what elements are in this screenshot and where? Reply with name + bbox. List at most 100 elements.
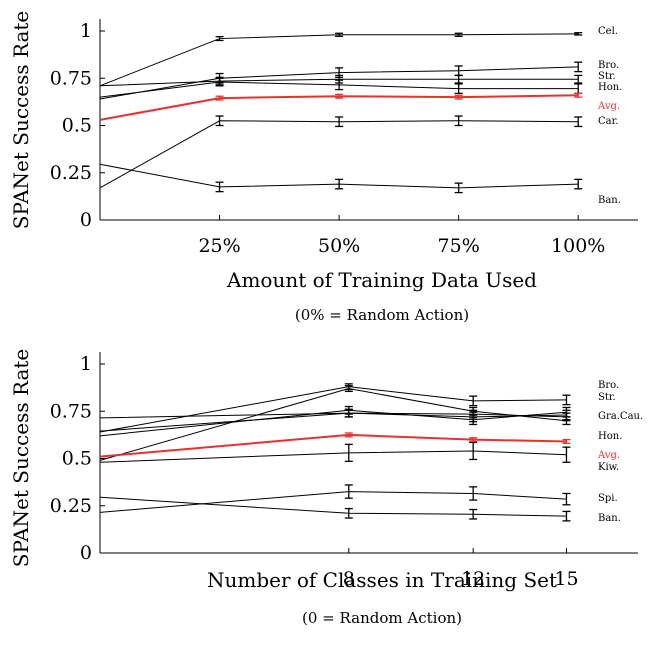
x-tick-label: 25% <box>198 235 240 257</box>
error-bar <box>562 394 571 406</box>
series-end-label: Cel. <box>598 26 618 37</box>
error-bar <box>344 484 353 499</box>
error-bar <box>344 408 353 418</box>
series-end-label: Str. <box>598 71 616 82</box>
series-avg <box>99 92 583 121</box>
series-end-label: Ban. <box>598 513 621 524</box>
series-line <box>99 450 567 463</box>
x-axis-note: (0% = Random Action) <box>295 306 469 324</box>
series-kiw <box>99 441 571 463</box>
x-tick-label: 50% <box>318 235 360 257</box>
error-bar <box>215 181 224 193</box>
x-tick-label: 8 <box>343 568 355 590</box>
series-end-label: Bro. <box>598 380 619 391</box>
series-end-label: Avg. <box>597 450 620 461</box>
error-bar <box>215 77 224 87</box>
x-tick-label: 100% <box>551 235 605 257</box>
y-tick-label: 1 <box>80 20 92 42</box>
error-bar <box>454 83 463 95</box>
error-bar <box>469 486 478 501</box>
series-spi <box>99 484 571 513</box>
chart-training-data: SPANet Success Rate Amount of Training D… <box>9 11 638 324</box>
y-tick-label: 0.5 <box>62 448 92 470</box>
series-bro <box>99 383 571 433</box>
chart-num-classes: SPANet Success Rate Number of Classes in… <box>9 349 643 627</box>
error-bar <box>574 61 583 73</box>
error-bar <box>454 74 463 84</box>
series-ban <box>99 496 571 522</box>
y-tick-label: 0.75 <box>50 67 92 89</box>
series-line <box>99 491 567 513</box>
series-end-label: Ban. <box>598 195 621 206</box>
series-end-label: Kiw. <box>598 462 619 473</box>
error-bar <box>454 115 463 127</box>
y-tick-label: 0 <box>80 542 92 564</box>
y-tick-label: 0.25 <box>50 495 92 517</box>
error-bar <box>574 32 583 36</box>
series-cau <box>99 405 571 437</box>
error-bar <box>469 508 478 520</box>
series-end-label: Car. <box>598 116 618 127</box>
error-bar <box>562 412 571 422</box>
x-axis-label: Amount of Training Data Used <box>226 268 537 292</box>
y-axis-label: SPANet Success Rate <box>9 11 33 230</box>
error-bar <box>562 492 571 506</box>
series-end-label: Str. <box>598 392 616 403</box>
series-line <box>99 94 579 121</box>
error-bar <box>335 93 344 99</box>
error-bar <box>215 95 224 101</box>
x-axis-note: (0 = Random Action) <box>302 609 462 627</box>
error-bar <box>562 446 571 463</box>
series-line <box>99 433 567 458</box>
error-bar <box>335 116 344 128</box>
error-bar <box>454 94 463 100</box>
series-car <box>99 115 583 189</box>
series-end-label: Cau. <box>620 411 643 422</box>
error-bar <box>344 507 353 519</box>
series-end-label: Hon. <box>598 82 622 93</box>
error-bar <box>574 92 583 98</box>
series-line <box>99 386 567 433</box>
error-bar <box>574 178 583 190</box>
y-tick-label: 1 <box>80 353 92 375</box>
series-end-label: Spi. <box>598 493 618 504</box>
series-end-label: Bro. <box>598 60 619 71</box>
y-tick-label: 0.75 <box>50 400 92 422</box>
y-axis-label: SPANet Success Rate <box>9 349 33 568</box>
series-ban <box>99 163 583 194</box>
error-bar <box>454 32 463 37</box>
error-bar <box>454 182 463 194</box>
series-avg <box>99 432 571 458</box>
error-bar <box>215 36 224 42</box>
error-bar <box>335 79 344 91</box>
x-axis-label: Number of Classes in Training Set <box>207 568 557 592</box>
error-bar <box>574 74 583 84</box>
series-line <box>99 496 567 517</box>
series-end-label: Avg. <box>597 101 620 112</box>
error-bar <box>469 409 478 419</box>
y-tick-label: 0.5 <box>62 115 92 137</box>
error-bar <box>469 441 478 461</box>
series-end-label: Hon. <box>598 431 622 442</box>
x-tick-label: 75% <box>438 235 480 257</box>
x-tick-label: 15 <box>554 568 578 590</box>
error-bar <box>574 116 583 128</box>
error-bar <box>344 432 353 438</box>
series-hon <box>99 77 583 98</box>
error-bar <box>469 437 478 443</box>
series-str <box>99 385 571 461</box>
series-end-label: Gra. <box>598 411 620 422</box>
error-bar <box>335 178 344 190</box>
series-hon <box>99 408 571 432</box>
error-bar <box>562 438 571 445</box>
y-tick-label: 0.25 <box>50 162 92 184</box>
x-tick-label: 12 <box>461 568 485 590</box>
error-bar <box>335 32 344 37</box>
error-bar <box>469 395 478 407</box>
series-line <box>99 412 567 432</box>
series-cel <box>99 32 583 87</box>
error-bar <box>562 510 571 522</box>
error-bar <box>344 443 353 462</box>
y-tick-label: 0 <box>80 209 92 231</box>
